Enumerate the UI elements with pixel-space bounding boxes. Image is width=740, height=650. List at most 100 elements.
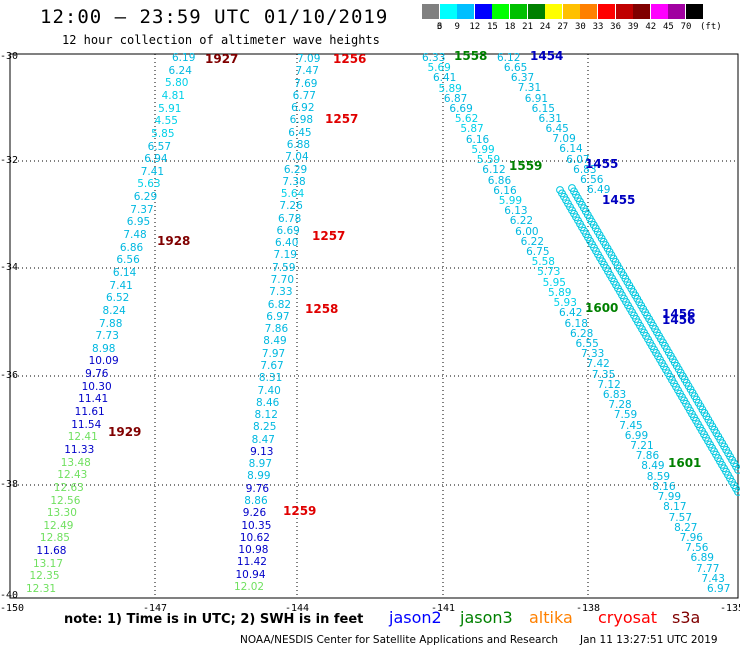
swh-value-track-1558: 7.45 (619, 419, 643, 432)
pass-time-label: 1558 (454, 49, 488, 63)
swh-value-track-1454: 6.83 (573, 163, 597, 176)
swh-value-track-1256: 10.62 (239, 531, 270, 544)
swh-value-track-1454: 6.15 (531, 102, 555, 115)
swh-value-track-1927: 7.48 (123, 229, 147, 241)
swh-value-track-1558: 6.55 (575, 337, 599, 350)
colorbar-swatch (633, 4, 651, 19)
pass-time-label: 1929 (108, 425, 142, 439)
swh-value-track-1256: 7.69 (294, 77, 318, 90)
swh-value-track-1927: 12.56 (50, 494, 81, 507)
swh-value-track-1927: 6.56 (116, 254, 140, 267)
colorbar-swatch (439, 4, 457, 19)
colorbar-label: 6 (436, 22, 443, 32)
swh-value-track-1558: 5.95 (542, 276, 566, 289)
swh-value-track-1256: 5.64 (280, 188, 305, 201)
pass-time-label: 1456 (662, 313, 696, 327)
swh-value-track-1927: 11.61 (74, 406, 105, 418)
pass-time-label: 1455 (602, 193, 636, 207)
satellite-legend-cryosat: cryosat (598, 608, 658, 627)
swh-value-track-1256: 8.47 (251, 433, 275, 446)
colorbar-label: 33 (592, 22, 604, 32)
colorbar-swatch (492, 4, 510, 19)
swh-value-track-1256: 8.25 (253, 421, 277, 434)
swh-value-track-1558: 7.12 (597, 378, 621, 391)
colorbar-swatch (422, 4, 439, 19)
swh-value-track-1256: 7.59 (272, 261, 296, 274)
colorbar-label: 9 (454, 22, 460, 32)
track-marker-1455 (734, 488, 740, 496)
swh-value-track-1454: 6.65 (503, 62, 528, 75)
footnote: note: 1) Time is in UTC; 2) SWH is in fe… (64, 612, 364, 627)
swh-value-track-1454: 6.56 (580, 173, 604, 186)
pass-time-label: 1456 (662, 307, 696, 321)
swh-value-track-1558: 8.49 (641, 460, 665, 473)
swh-value-track-1454: 6.49 (587, 184, 611, 196)
swh-value-track-1256: 8.99 (247, 470, 271, 483)
swh-value-track-1558: 5.62 (454, 113, 479, 126)
swh-value-track-1256: 8.97 (248, 458, 273, 471)
swh-value-track-1558: 7.35 (591, 368, 616, 381)
colorbar-label: 21 (522, 22, 534, 32)
swh-value-track-1256: 7.38 (282, 175, 306, 188)
pass-time-label: 1257 (312, 229, 346, 243)
swh-value-track-1256: 7.47 (295, 65, 319, 78)
swh-value-track-1558: 5.69 (427, 62, 451, 75)
swh-value-track-1558: 6.99 (624, 429, 649, 442)
swh-value-track-1256: 12.02 (234, 581, 265, 593)
swh-value-track-1927: 6.19 (172, 52, 196, 64)
colorbar-swatch (668, 4, 686, 19)
swh-value-track-1927: 7.41 (109, 279, 133, 292)
swh-value-track-1558: 5.59 (476, 154, 501, 167)
colorbar-swatch (615, 4, 633, 19)
swh-value-track-1558: 6.42 (559, 307, 583, 320)
swh-value-track-1927: 10.30 (81, 380, 112, 393)
longitude-label: -147 (143, 603, 168, 614)
swh-value-track-1256: 8.86 (244, 495, 268, 508)
swh-value-track-1558: 7.42 (586, 358, 610, 371)
swh-value-track-1927: 12.85 (39, 532, 70, 545)
swh-value-track-1558: 6.18 (564, 317, 588, 330)
swh-value-track-1256: 10.35 (241, 519, 272, 532)
swh-value-track-1558: 6.69 (449, 103, 473, 116)
swh-value-track-1558: 8.17 (663, 501, 687, 514)
swh-value-track-1454: 6.37 (510, 72, 535, 85)
colorbar-label: 15 (486, 22, 498, 32)
swh-value-track-1256: 7.97 (261, 347, 286, 360)
colorbar-swatch (580, 4, 598, 19)
swh-value-track-1927: 6.94 (144, 153, 168, 166)
colorbar-label: 18 (504, 22, 516, 32)
swh-value-track-1256: 8.12 (254, 409, 278, 422)
swh-value-track-1256: 6.29 (283, 163, 308, 176)
swh-value-track-1558: 8.16 (652, 480, 676, 493)
swh-value-track-1558: 6.16 (465, 133, 490, 146)
swh-value-track-1927: 5.80 (165, 77, 189, 90)
colorbar-label: 39 (627, 22, 639, 32)
pass-time-label: 1257 (325, 112, 359, 126)
swh-value-track-1558: 7.33 (580, 348, 605, 361)
generation-timestamp: Jan 11 13:27:51 UTC 2019 (580, 634, 718, 646)
swh-value-track-1927: 6.52 (105, 292, 130, 305)
swh-value-track-1558: 7.57 (668, 511, 693, 524)
swh-value-track-1927: 11.33 (64, 443, 95, 456)
satellite-legend-jason2: jason2 (389, 608, 442, 627)
swh-value-track-1256: 7.26 (279, 200, 303, 213)
swh-value-track-1256: 7.19 (273, 249, 297, 262)
swh-value-track-1256: 9.76 (245, 482, 270, 495)
swh-value-track-1927: 13.30 (46, 507, 77, 520)
swh-value-track-1256: 7.09 (297, 53, 321, 65)
swh-value-track-1558: 6.00 (515, 225, 539, 238)
pass-time-label: 1927 (205, 52, 239, 66)
colorbar-unit: (ft) (700, 22, 722, 32)
swh-value-track-1256: 7.04 (285, 151, 309, 164)
swh-value-track-1256: 8.46 (255, 396, 280, 409)
latitude-label: -38 (0, 479, 19, 490)
longitude-label: -135 (720, 603, 740, 614)
colorbar-label: 27 (557, 22, 569, 32)
page-subtitle: 12 hour collection of altimeter wave hei… (62, 33, 380, 47)
colorbar-label: 12 (469, 22, 481, 32)
swh-value-track-1927: 4.81 (161, 89, 185, 102)
colorbar-swatch (545, 4, 563, 19)
colorbar-label: 24 (539, 22, 551, 32)
swh-value-track-1927: 10.09 (88, 355, 119, 368)
swh-value-track-1927: 7.88 (99, 317, 123, 330)
